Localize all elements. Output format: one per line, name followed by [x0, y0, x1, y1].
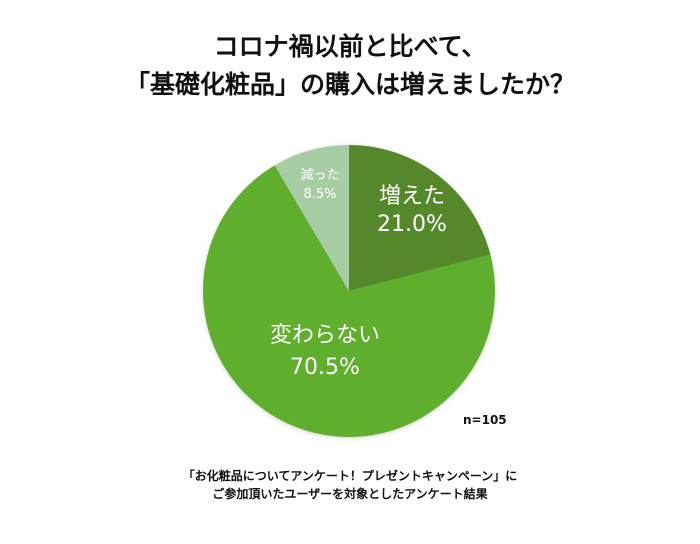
slice-label-decreased-value: 8.5% — [303, 186, 337, 202]
chart-title-line1: コロナ禍以前と比べて、 — [213, 32, 487, 61]
pie-slice-unchanged — [203, 165, 496, 437]
slice-label-increased: 増えた 21.0% — [362, 183, 462, 238]
pie-slice-increased — [349, 145, 491, 291]
slice-label-unchanged-value: 70.5% — [290, 354, 360, 380]
footnote-line1: 「お化粧品についてアンケート！プレゼントキャンペーン」に — [182, 469, 518, 483]
sample-size: n=105 — [463, 413, 507, 427]
slice-label-unchanged: 変わらない 70.5% — [255, 320, 395, 384]
slice-label-decreased: 減った 8.5% — [285, 167, 355, 205]
slice-label-increased-name: 増えた — [378, 184, 445, 209]
slice-label-unchanged-name: 変わらない — [269, 323, 380, 348]
slice-label-increased-value: 21.0% — [377, 211, 447, 237]
slice-label-decreased-name: 減った — [300, 168, 340, 183]
chart-title-line2: 「基礎化粧品」の購入は増えましたか？ — [124, 70, 575, 99]
pie-slice-decreased — [274, 145, 349, 291]
footnote-line2: ご参加頂いたユーザーを対象としたアンケート結果 — [212, 487, 488, 501]
